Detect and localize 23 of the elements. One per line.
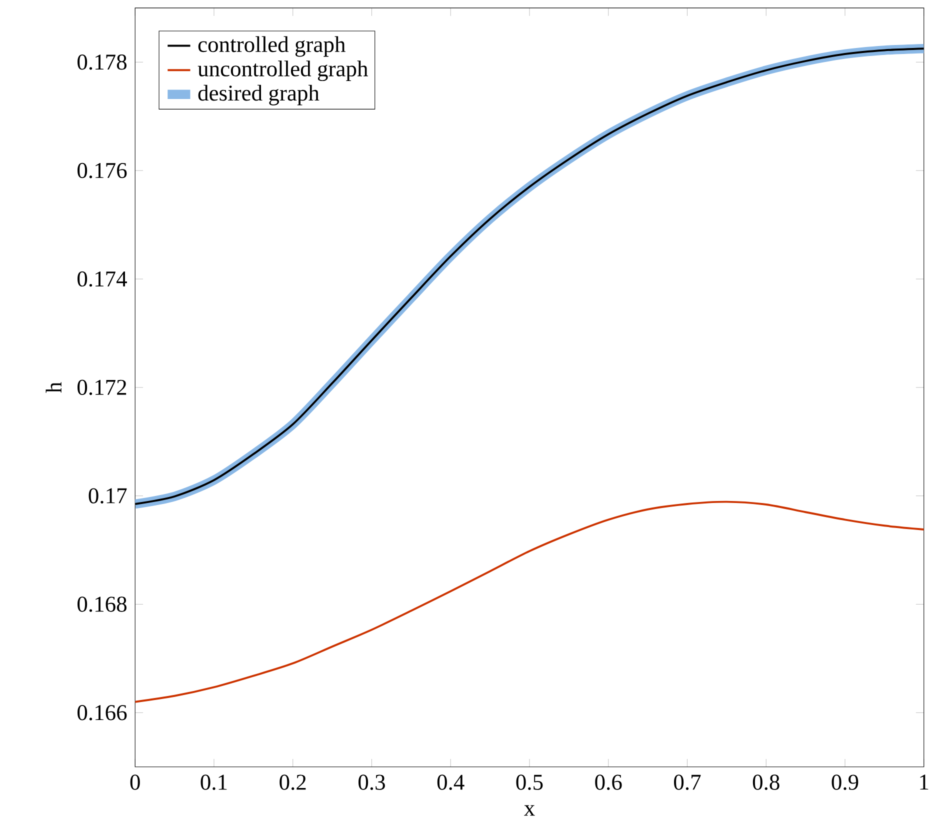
y-tick-label: 0.172 bbox=[78, 380, 126, 395]
y-tick-label: 0.178 bbox=[78, 54, 126, 70]
x-tick-label: 1 bbox=[920, 774, 928, 790]
x-tick-label: 0.5 bbox=[516, 774, 543, 790]
x-tick-label: 0.2 bbox=[280, 774, 306, 790]
x-tick-label: 0.7 bbox=[674, 774, 701, 790]
y-tick-label: 0.17 bbox=[88, 488, 127, 504]
x-axis-title: x bbox=[524, 805, 535, 816]
y-tick-label: 0.168 bbox=[78, 596, 126, 612]
y-tick-label: 0.174 bbox=[78, 271, 127, 286]
legend-label: desired graph bbox=[198, 84, 320, 106]
x-tick-label: 0 bbox=[130, 774, 140, 790]
y-tick-label: 0.176 bbox=[78, 162, 127, 178]
x-tick-label: 0.6 bbox=[595, 774, 622, 790]
x-tick-label: 0.3 bbox=[358, 774, 385, 790]
legend-label: controlled graph bbox=[198, 36, 346, 57]
x-tick-label: 0.8 bbox=[752, 774, 780, 790]
y-axis-title: h bbox=[46, 382, 62, 393]
legend-label: uncontrolled graph bbox=[198, 60, 368, 81]
y-tick-label: 0.166 bbox=[78, 704, 127, 720]
x-tick-label: 0.9 bbox=[832, 774, 858, 790]
x-tick-label: 0.1 bbox=[200, 774, 227, 790]
x-tick-label: 0.4 bbox=[437, 774, 464, 790]
